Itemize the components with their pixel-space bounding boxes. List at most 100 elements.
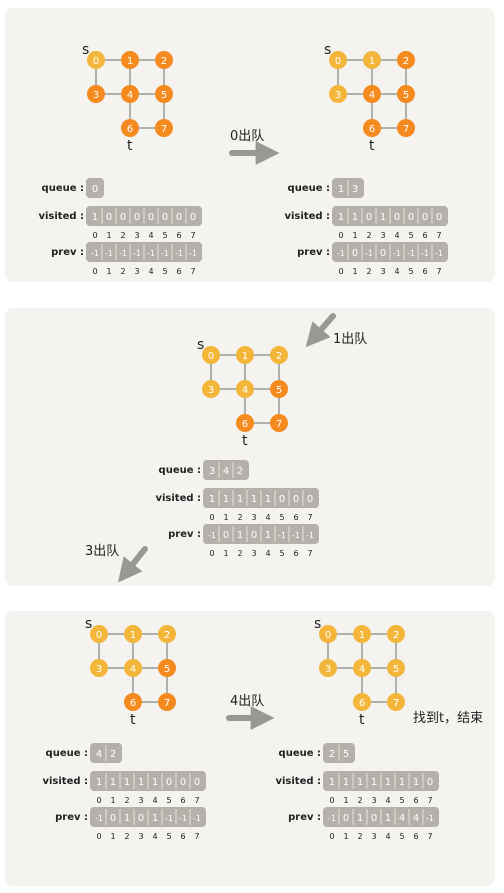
- queue-cell: 5: [343, 749, 349, 760]
- graph-node-label: 4: [242, 385, 248, 396]
- graph-node-label: 6: [369, 124, 375, 135]
- visited-cell: 0: [162, 212, 168, 223]
- index-label: 7: [307, 549, 312, 558]
- prev-cell: -1: [147, 249, 155, 258]
- prev-cell: -1: [161, 249, 169, 258]
- index-label: 6: [422, 231, 427, 240]
- index-label: 6: [413, 832, 418, 841]
- graph-node: [202, 380, 220, 398]
- graph-node: [363, 119, 381, 137]
- queue-cell: 2: [237, 466, 243, 477]
- graph-node: [236, 346, 254, 364]
- graph-node-label: 0: [96, 630, 102, 641]
- source-label: s: [85, 616, 92, 632]
- graph-node: [124, 659, 142, 677]
- index-label: 1: [110, 832, 115, 841]
- index-label: 1: [343, 796, 348, 805]
- visited-cell: 1: [380, 212, 386, 223]
- prev-cell: -1: [435, 249, 443, 258]
- queue-cell: 4: [96, 749, 102, 760]
- visited-cell: 0: [427, 777, 433, 788]
- prev-cell: 1: [385, 813, 391, 824]
- graph-node-label: 3: [208, 385, 214, 396]
- index-label: 5: [279, 549, 284, 558]
- index-label: 6: [176, 231, 181, 240]
- prev-cell: -1: [393, 249, 401, 258]
- graph-node: [202, 346, 220, 364]
- visited-cell: 0: [106, 212, 112, 223]
- visited-cell: 0: [194, 777, 200, 788]
- graph-node-label: 7: [164, 698, 170, 709]
- queue-cell: 1: [338, 184, 344, 195]
- index-label: 2: [357, 832, 362, 841]
- graph-node-label: 3: [96, 664, 102, 675]
- prev-cell: -1: [208, 531, 216, 540]
- prev-cell: -1: [165, 814, 173, 823]
- index-label: 0: [209, 513, 214, 522]
- graph-node-label: 6: [242, 419, 248, 430]
- index-label: 7: [436, 267, 441, 276]
- index-label: 2: [120, 267, 125, 276]
- graph-node: [87, 51, 105, 69]
- index-label: 1: [223, 513, 228, 522]
- graph-node: [124, 625, 142, 643]
- index-label: 2: [120, 231, 125, 240]
- visited-cell: 1: [385, 777, 391, 788]
- index-label: 7: [194, 796, 199, 805]
- graph-node-label: 4: [369, 90, 375, 101]
- visited-cell: 1: [110, 777, 116, 788]
- step-label-3: 4出队: [230, 694, 264, 709]
- index-label: 2: [366, 267, 371, 276]
- graph-node-label: 1: [130, 630, 136, 641]
- target-label: t: [369, 138, 375, 154]
- index-label: 1: [106, 267, 111, 276]
- index-label: 0: [96, 796, 101, 805]
- index-label: 4: [394, 267, 399, 276]
- graph-node: [397, 85, 415, 103]
- index-label: 4: [265, 513, 270, 522]
- visited-cell: 1: [399, 777, 405, 788]
- step-label-1: 1出队: [333, 332, 367, 347]
- index-label: 2: [237, 549, 242, 558]
- visited-cell: 0: [279, 494, 285, 505]
- queue-cell: 3: [209, 466, 215, 477]
- prev-label: prev :: [288, 812, 321, 823]
- index-label: 0: [338, 267, 343, 276]
- visited-cell: 1: [223, 494, 229, 505]
- visited-cell: 1: [152, 777, 158, 788]
- graph-node: [158, 659, 176, 677]
- index-label: 4: [152, 796, 157, 805]
- visited-cell: 1: [96, 777, 102, 788]
- queue-label: queue :: [42, 183, 84, 194]
- index-label: 7: [427, 796, 432, 805]
- index-label: 1: [352, 231, 357, 240]
- graph-node-label: 1: [242, 351, 248, 362]
- graph-node-label: 2: [164, 630, 170, 641]
- index-label: 7: [427, 832, 432, 841]
- queue-cell: 4: [223, 466, 229, 477]
- prev-cell: 0: [110, 813, 116, 824]
- prev-cell: 0: [251, 530, 257, 541]
- graph-node-label: 6: [359, 698, 365, 709]
- visited-cell: 1: [329, 777, 335, 788]
- visited-cell: 0: [148, 212, 154, 223]
- index-label: 0: [338, 231, 343, 240]
- prev-cell: 0: [352, 248, 358, 259]
- index-label: 6: [413, 796, 418, 805]
- graph-node: [319, 659, 337, 677]
- visited-cell: 0: [408, 212, 414, 223]
- index-label: 3: [380, 231, 385, 240]
- index-label: 1: [110, 796, 115, 805]
- index-label: 3: [371, 832, 376, 841]
- step-label-0: 0出队: [230, 129, 264, 144]
- index-label: 6: [293, 513, 298, 522]
- graph-node: [353, 693, 371, 711]
- visited-cell: 0: [120, 212, 126, 223]
- prev-cell: 4: [399, 813, 405, 824]
- graph-node-label: 0: [208, 351, 214, 362]
- prev-cell: 0: [343, 813, 349, 824]
- graph-node-label: 7: [161, 124, 167, 135]
